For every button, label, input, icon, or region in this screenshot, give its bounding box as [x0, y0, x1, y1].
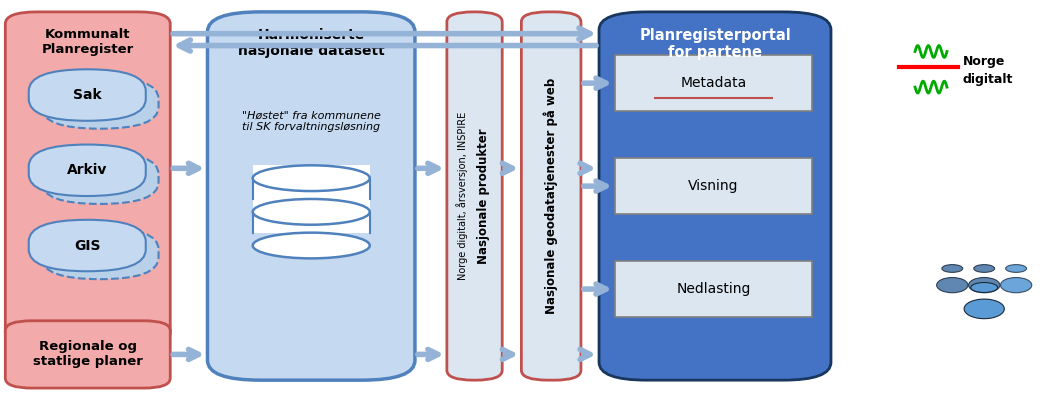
- FancyBboxPatch shape: [207, 12, 415, 380]
- Text: Harmoniserte
nasjonale datasett: Harmoniserte nasjonale datasett: [238, 28, 384, 58]
- FancyBboxPatch shape: [599, 12, 831, 380]
- Bar: [253, 199, 370, 232]
- FancyBboxPatch shape: [615, 55, 812, 111]
- FancyBboxPatch shape: [615, 158, 812, 214]
- FancyBboxPatch shape: [29, 69, 146, 121]
- Text: Nasjonale geodatatjenester på web: Nasjonale geodatatjenester på web: [544, 78, 559, 314]
- FancyBboxPatch shape: [521, 12, 581, 380]
- Text: Nasjonale produkter: Nasjonale produkter: [477, 128, 489, 264]
- FancyBboxPatch shape: [29, 220, 146, 271]
- Ellipse shape: [252, 199, 369, 225]
- Text: Arkiv: Arkiv: [67, 163, 107, 177]
- Ellipse shape: [964, 299, 1004, 319]
- Text: Metadata: Metadata: [680, 76, 747, 90]
- Text: "Høstet" fra kommunene
til SK forvaltningsløsning: "Høstet" fra kommunene til SK forvaltnin…: [242, 111, 381, 133]
- Text: Norge digitalt, årsversjon, INSPIRE: Norge digitalt, årsversjon, INSPIRE: [455, 112, 468, 280]
- Ellipse shape: [968, 278, 1000, 293]
- FancyBboxPatch shape: [5, 12, 170, 345]
- FancyBboxPatch shape: [41, 152, 159, 204]
- Text: digitalt: digitalt: [963, 73, 1013, 86]
- FancyBboxPatch shape: [5, 321, 170, 388]
- FancyBboxPatch shape: [41, 228, 159, 279]
- Ellipse shape: [252, 165, 369, 191]
- FancyBboxPatch shape: [41, 77, 159, 129]
- Ellipse shape: [974, 265, 995, 272]
- Ellipse shape: [252, 232, 369, 259]
- FancyBboxPatch shape: [447, 12, 502, 380]
- FancyBboxPatch shape: [29, 145, 146, 196]
- FancyBboxPatch shape: [615, 261, 812, 317]
- Text: Kommunalt
Planregister: Kommunalt Planregister: [41, 28, 134, 56]
- Text: Regionale og
statlige planer: Regionale og statlige planer: [33, 341, 143, 368]
- Text: Visning: Visning: [688, 179, 738, 193]
- Text: GIS: GIS: [74, 238, 100, 253]
- Text: Norge: Norge: [963, 55, 1005, 69]
- Text: Nedlasting: Nedlasting: [677, 282, 750, 296]
- Text: Sak: Sak: [73, 88, 101, 102]
- Ellipse shape: [1005, 265, 1027, 272]
- Ellipse shape: [942, 265, 963, 272]
- Bar: [253, 165, 370, 199]
- Text: Planregisterportal
for partene: Planregisterportal for partene: [639, 28, 791, 60]
- Ellipse shape: [936, 278, 968, 293]
- Ellipse shape: [970, 282, 998, 293]
- Ellipse shape: [1000, 278, 1032, 293]
